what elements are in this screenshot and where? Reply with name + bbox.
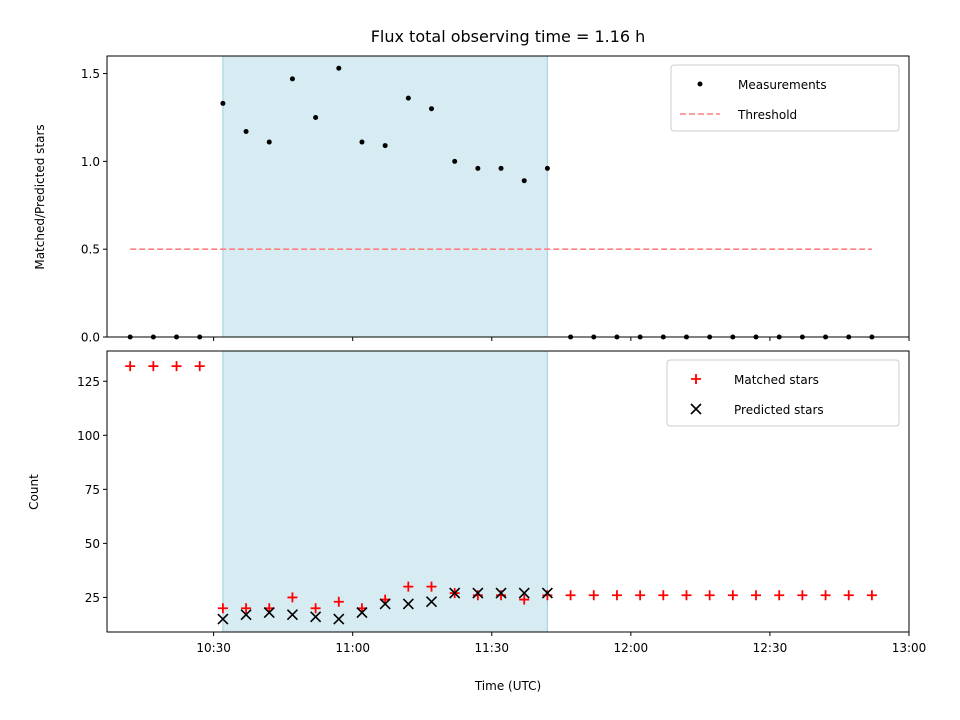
p0-measurement-point [289, 76, 295, 82]
p1-x-tick-label: 11:00 [335, 641, 370, 655]
p1-legend-marker [690, 403, 702, 415]
p0-y-tick-label: 0.5 [81, 243, 100, 257]
p0-axes-frame [106, 55, 910, 338]
p1-matched-star-point [611, 590, 622, 601]
p1-matched-star-point [797, 590, 808, 601]
p1-x-tick-label: 12:30 [753, 641, 788, 655]
p1-matched-star-point [774, 590, 785, 601]
p0-measurement-point [243, 129, 249, 135]
p1-legend-box [666, 359, 900, 427]
p1-predicted-star-point [379, 598, 391, 610]
p1-matched-star-point [426, 581, 437, 592]
p1-matched-star-point [333, 596, 344, 607]
p0-legend-marker [697, 81, 703, 87]
p1-matched-star-point [866, 590, 877, 601]
p1-matched-star-point [148, 361, 159, 372]
p1-matched-star-point [287, 592, 298, 603]
p1-matched-star-point [217, 603, 228, 614]
p1-y-tick-label: 25 [85, 591, 100, 605]
p1-predicted-star-point [472, 587, 484, 599]
p0-y-tick-label: 1.0 [81, 155, 100, 169]
p1-predicted-star-point [333, 613, 345, 625]
chart-title: Flux total observing time = 1.16 h [371, 27, 646, 46]
p1-matched-star-point [241, 603, 252, 614]
p0-measurement-point [405, 95, 411, 101]
p1-matched-star-point [658, 590, 669, 601]
p1-matched-star-point [542, 590, 553, 601]
p1-axes-frame [106, 350, 910, 633]
p1-matched-star-point [751, 590, 762, 601]
p0-measurement-point [336, 65, 342, 71]
p0-y-tick-label: 1.5 [81, 67, 100, 81]
p1-y-tick-label: 75 [85, 483, 100, 497]
p1-x-tick-label: 11:30 [474, 641, 509, 655]
p1-x-tick-label: 13:00 [892, 641, 927, 655]
p1-predicted-star-point [310, 611, 322, 623]
p0-measurement-point [382, 143, 388, 149]
p1-y-tick-label: 100 [77, 429, 100, 443]
p1-matched-star-point [843, 590, 854, 601]
p1-predicted-star-point [356, 606, 368, 619]
p1-legend-marker [691, 374, 701, 384]
p0-measurement-point [544, 165, 550, 171]
p1-matched-star-point [194, 361, 205, 372]
p1-x-tick-label: 10:30 [196, 641, 231, 655]
bottom-panel: 25 50 75 100 125 10:30 11:00 11:30 12:00 12:30 13:… [77, 350, 927, 655]
p1-predicted-star-point [263, 606, 275, 619]
p1-matched-star-point [727, 590, 738, 601]
p0-measurement-point [313, 114, 319, 120]
p1-predicted-star-point [449, 587, 461, 599]
p1-y-tick-label: 125 [77, 375, 100, 389]
top-y-axis-label: Matched/Predicted stars [33, 124, 47, 269]
p0-measurement-point [475, 165, 481, 171]
p1-matched-star-point [704, 590, 715, 601]
p0-observing-span [222, 55, 548, 338]
p1-matched-star-point [565, 590, 576, 601]
p1-matched-star-point [125, 361, 136, 372]
p1-matched-star-point [519, 594, 530, 605]
p1-matched-star-point [472, 590, 483, 601]
p1-matched-star-point [820, 590, 831, 601]
p0-legend-box [670, 64, 900, 132]
p1-predicted-star-point [286, 609, 298, 621]
p0-measurement-point [429, 106, 435, 112]
p1-predicted-star-point [240, 609, 252, 621]
p1-legend-label: Predicted stars [734, 403, 824, 417]
p1-predicted-star-point [495, 587, 507, 599]
p1-observing-span [222, 350, 548, 633]
p1-x-tick-label: 12:00 [614, 641, 649, 655]
p0-measurement-point [452, 158, 458, 164]
p0-measurement-point [359, 139, 365, 145]
p0-legend-label: Threshold [737, 108, 797, 122]
p1-predicted-star-point [217, 613, 229, 625]
p1-matched-star-point [681, 590, 692, 601]
p1-predicted-star-point [541, 587, 553, 599]
p1-matched-star-point [403, 581, 414, 592]
p1-matched-star-point [588, 590, 599, 601]
bottom-y-axis-label: Count [27, 474, 41, 510]
p1-matched-star-point [310, 603, 321, 614]
p1-legend-label: Matched stars [734, 373, 819, 387]
p1-predicted-star-point [402, 598, 414, 610]
p0-measurement-point [220, 100, 226, 106]
p0-measurement-point [521, 178, 527, 184]
p1-matched-star-point [496, 590, 507, 601]
p0-legend-label: Measurements [738, 78, 827, 92]
x-axis-label: Time (UTC) [474, 679, 541, 693]
p1-matched-star-point [635, 590, 646, 601]
p0-y-tick-label: 0.0 [81, 331, 100, 345]
p1-predicted-star-point [518, 587, 530, 599]
top-panel: 0.0 0.5 1.0 1.5 Measurements Threshold [81, 55, 910, 345]
p1-predicted-star-point [425, 596, 438, 608]
p0-measurement-point [266, 139, 272, 145]
p1-matched-star-point [171, 361, 182, 372]
p1-y-tick-label: 50 [85, 537, 100, 551]
p0-measurement-point [498, 165, 504, 171]
